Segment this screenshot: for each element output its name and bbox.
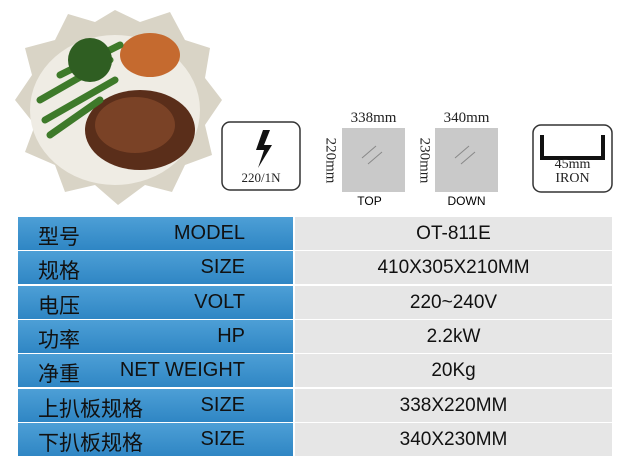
value-cell: 2.2kW <box>295 319 612 353</box>
chinese-label: 功率 <box>38 328 80 352</box>
value-cell: 20Kg <box>295 354 612 388</box>
table-row: 上扒板规格 SIZE 338X220MM <box>18 388 612 422</box>
english-label: SIZE <box>200 427 245 450</box>
spec-value: 338X220MM <box>399 394 508 416</box>
label-cell: 型号 MODEL <box>18 217 293 250</box>
value-cell: 338X220MM <box>295 388 612 422</box>
value-cell: OT-811E <box>295 217 612 250</box>
label-cell: 下扒板规格 SIZE <box>18 422 293 456</box>
table-row: 电压 VOLT 220~240V <box>18 285 612 319</box>
spec-value: 20Kg <box>431 360 476 382</box>
label-cell: 净重 NET WEIGHT <box>18 354 293 388</box>
top-plate-icon <box>342 128 405 192</box>
food-detail <box>36 41 124 139</box>
chinese-label: 型号 <box>38 226 80 249</box>
chinese-label: 上扒板规格 <box>38 397 143 421</box>
food-detail <box>120 33 180 77</box>
table-row: 下扒板规格 SIZE 340X230MM <box>18 422 612 456</box>
chinese-label: 净重 <box>38 363 80 387</box>
material: IRON <box>555 171 590 186</box>
value-cell: 340X230MM <box>295 422 612 456</box>
label-cell: 电压 VOLT <box>18 285 293 319</box>
label-cell: 功率 HP <box>18 319 293 353</box>
dimension: 230mm <box>416 137 433 184</box>
table-row: 功率 HP 2.2kW <box>18 319 612 353</box>
header-graphics <box>15 10 613 205</box>
tray <box>540 135 605 160</box>
power-label: 220/1N <box>241 170 281 185</box>
down-plate-icon <box>435 128 498 192</box>
plate-label: DOWN <box>447 194 486 208</box>
english-label: VOLT <box>194 290 245 313</box>
chinese-label: 下扒板规格 <box>38 431 143 455</box>
english-label: SIZE <box>200 393 245 416</box>
glare <box>454 145 476 165</box>
chinese-label: 规格 <box>38 260 80 284</box>
power-icon <box>221 121 301 191</box>
spec-value: 340X230MM <box>399 428 508 450</box>
lightning <box>256 130 272 168</box>
spec-value: 2.2kW <box>426 325 481 347</box>
food-detail <box>68 38 112 82</box>
spec-value: 410X305X210MM <box>377 257 530 279</box>
dimension: 220mm <box>322 137 339 184</box>
spec-value: OT-811E <box>416 223 491 244</box>
english-label: HP <box>217 324 245 347</box>
english-label: NET WEIGHT <box>119 359 245 382</box>
dimension: 338mm <box>350 110 397 126</box>
english-label: SIZE <box>200 256 245 279</box>
plate-label: TOP <box>357 194 382 208</box>
english-label: MODEL <box>173 222 245 244</box>
label-cell: 规格 SIZE <box>18 251 293 285</box>
thickness: 45mm <box>554 157 591 172</box>
dimension: 340mm <box>443 110 490 126</box>
table-row: 规格 SIZE 410X305X210MM <box>18 251 612 285</box>
value-cell: 410X305X210MM <box>295 251 612 285</box>
spec-value: 220~240V <box>409 291 498 313</box>
table-row: 净重 NET WEIGHT 20Kg <box>18 354 612 388</box>
food-detail <box>95 97 175 153</box>
glare <box>361 145 383 165</box>
chinese-label: 电压 <box>38 294 80 318</box>
value-cell: 220~240V <box>295 285 612 319</box>
label-cell: 上扒板规格 SIZE <box>18 388 293 422</box>
table-row: 型号 MODEL OT-811E <box>18 217 612 250</box>
